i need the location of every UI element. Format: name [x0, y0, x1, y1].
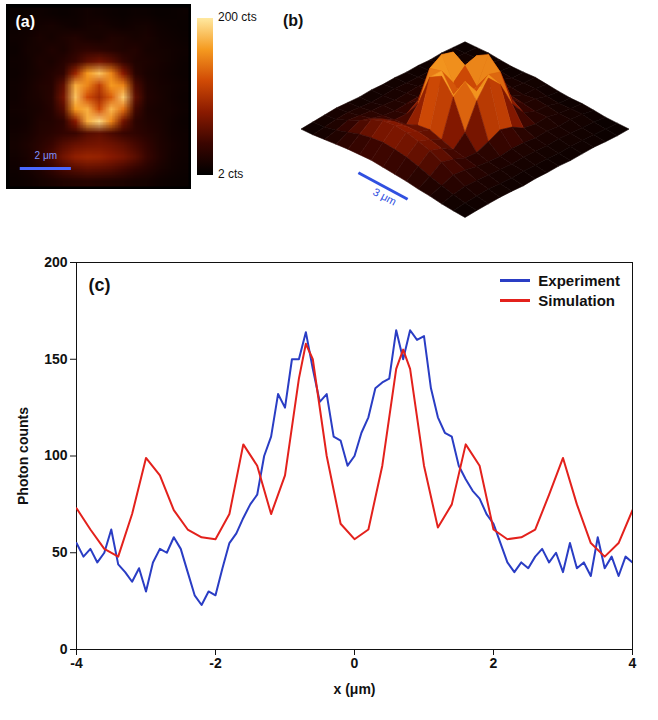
svg-text:200 cts: 200 cts	[218, 10, 257, 24]
svg-text:2 cts: 2 cts	[218, 167, 243, 181]
svg-text:2 μm: 2 μm	[35, 150, 57, 161]
svg-text:2: 2	[490, 655, 498, 671]
svg-text:-4: -4	[70, 655, 83, 671]
svg-text:100: 100	[44, 447, 68, 463]
svg-text:(c): (c)	[89, 275, 111, 295]
svg-text:0: 0	[60, 641, 68, 657]
svg-text:(b): (b)	[283, 12, 303, 29]
svg-text:200: 200	[44, 254, 68, 270]
svg-text:(a): (a)	[16, 13, 36, 30]
html-text:Experiment: Experiment	[538, 271, 620, 289]
svg-text:50: 50	[52, 544, 68, 560]
svg-text:Photon counts: Photon counts	[15, 407, 31, 505]
svg-text:3 μm: 3 μm	[371, 185, 398, 207]
svg-text:x (μm): x (μm)	[333, 681, 375, 697]
svg-text:0: 0	[351, 655, 359, 671]
svg-text:-2: -2	[209, 655, 222, 671]
html-text:Simulation: Simulation	[538, 291, 615, 309]
svg-text:4: 4	[629, 655, 637, 671]
svg-text:150: 150	[44, 351, 68, 367]
